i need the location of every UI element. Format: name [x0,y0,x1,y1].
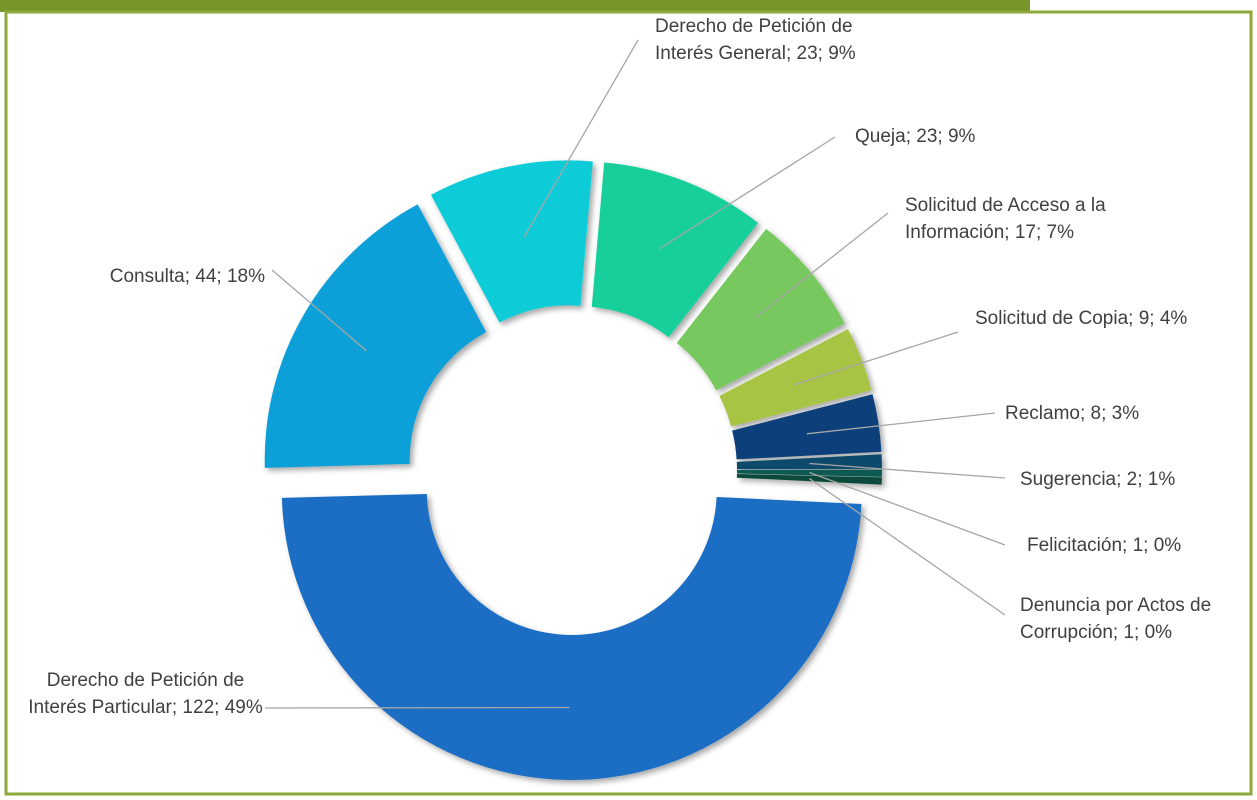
leader-line [264,706,570,709]
slice [736,469,882,477]
leader-line [809,462,1006,479]
slice [281,493,862,780]
leader-line [809,471,1006,546]
leader-line [808,477,1006,616]
data-label: Queja; 23; 9% [855,126,976,147]
data-label: Felicitación; 1; 0% [1027,535,1182,556]
leader-line [523,39,639,238]
slice [676,228,845,391]
data-label: Derecho de Petición de Interés General; … [655,16,856,64]
slice [719,329,872,427]
leader-line [806,412,996,435]
slice [736,454,882,470]
slices [264,160,882,780]
leader-line [754,212,889,319]
data-label: Denuncia por Actos de Corrupción; 1; 0% [1020,595,1212,643]
leader-line [793,331,959,386]
data-label: Derecho de Petición de Interés Particula… [28,670,263,718]
top-box [1030,0,1257,12]
frame [4,10,1253,796]
data-label: Sugerencia; 2; 1% [1020,469,1176,490]
slice [591,162,759,338]
slice [732,394,882,460]
leaders [264,39,1006,709]
data-label: Solicitud de Copia; 9; 4% [975,308,1188,329]
slice [736,474,882,485]
top-bar [0,0,1257,12]
leader-line [658,136,836,250]
data-label: Solicitud de Acceso a la Información; 17… [905,195,1106,243]
slice [264,204,487,468]
slice [430,160,593,323]
leader-line [271,269,367,352]
data-label: Consulta; 44; 18% [109,266,265,287]
data-label: Reclamo; 8; 3% [1005,403,1140,424]
